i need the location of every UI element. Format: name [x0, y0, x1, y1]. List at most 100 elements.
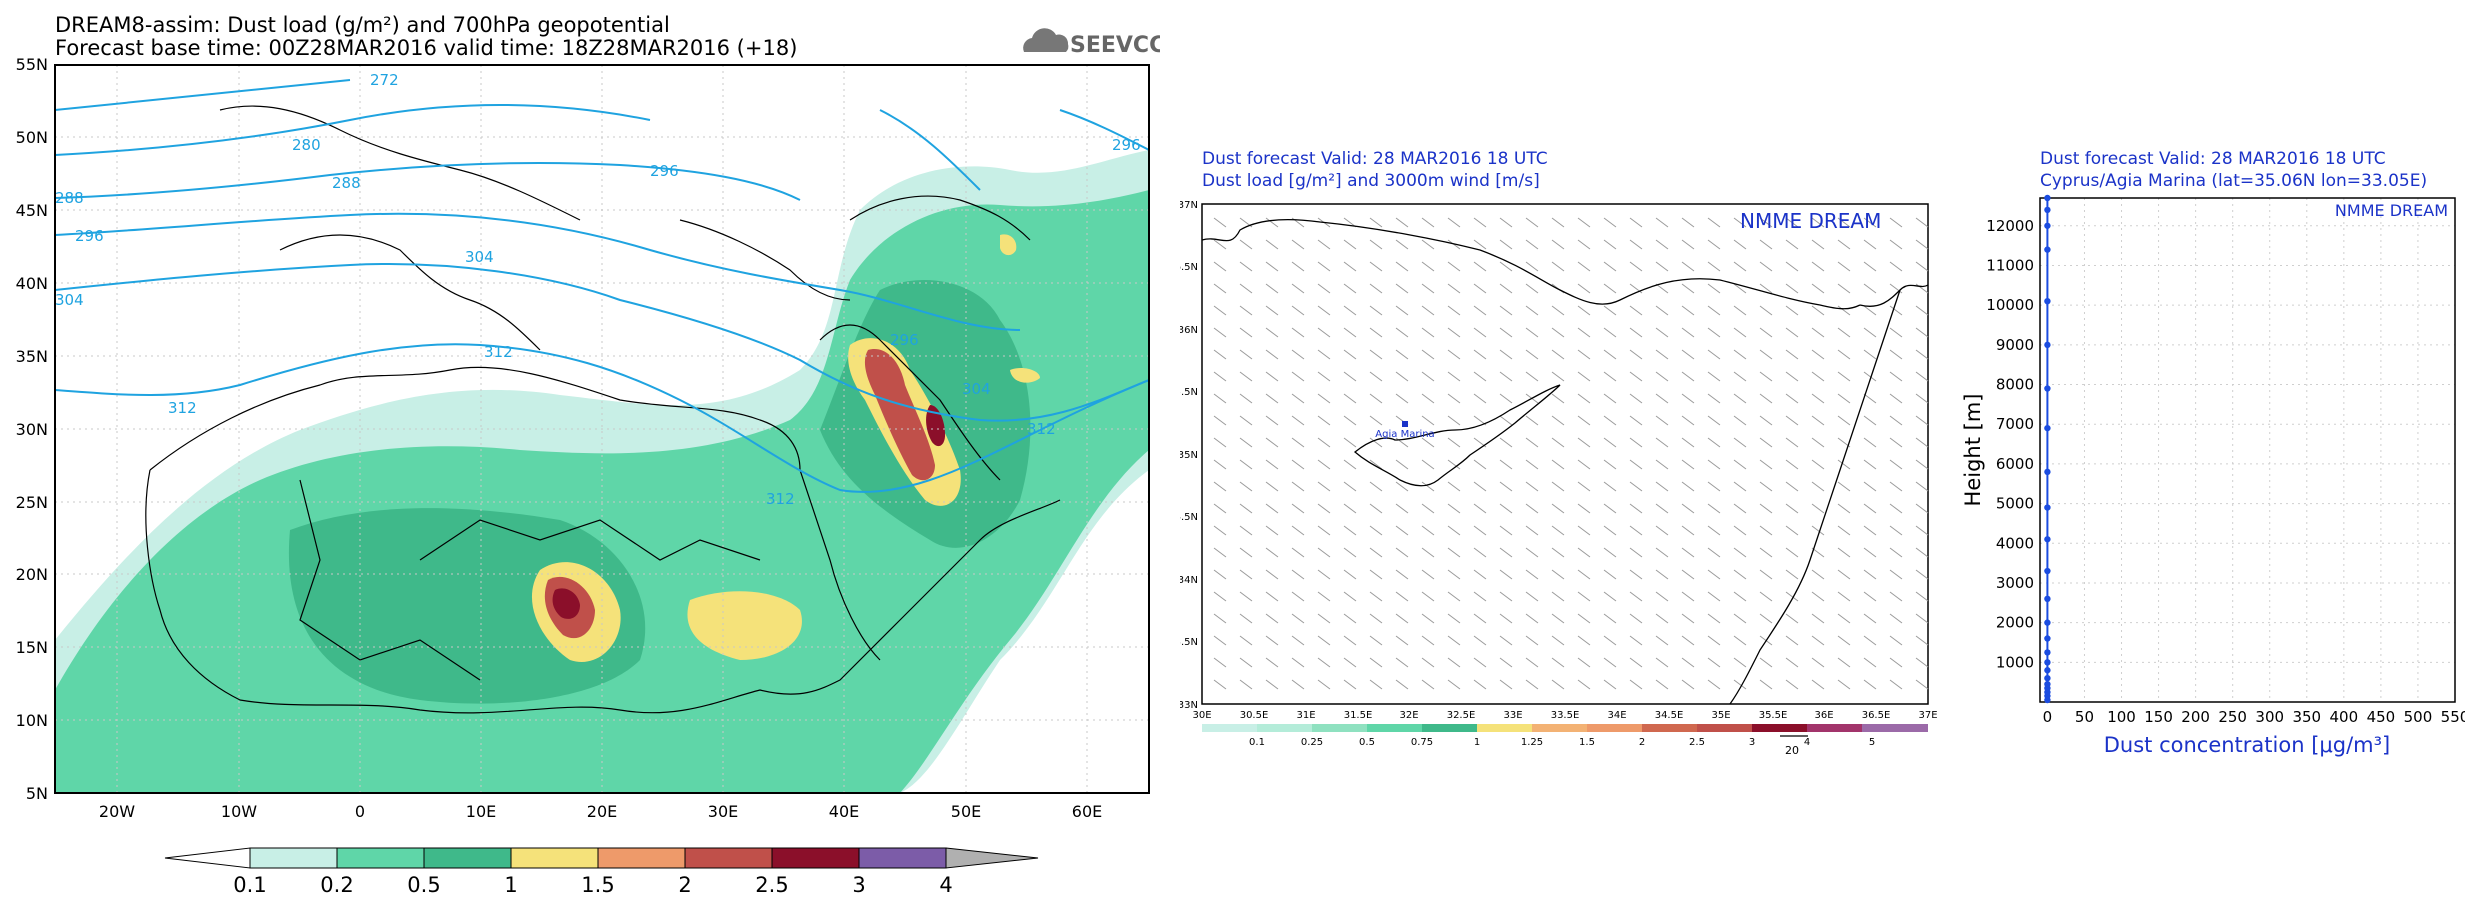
wind-vector: [1863, 503, 1877, 514]
cyprus-wind-map: Dust forecast Valid: 28 MAR2016 18 UTC D…: [1168, 149, 1937, 757]
wind-vector: [1499, 217, 1513, 228]
wind-vector: [1733, 547, 1747, 558]
wind-vector: [1525, 613, 1539, 624]
colorbar-label: 3: [1749, 737, 1755, 748]
wind-vector: [1239, 305, 1253, 316]
wind-vector: [1707, 415, 1721, 426]
colorbar-segment: [858, 847, 947, 869]
wind-vector: [1629, 239, 1643, 250]
wind-vector: [1343, 415, 1357, 426]
wind-vector: [1473, 283, 1487, 294]
wind-vector: [1655, 503, 1669, 514]
wind-vector: [1915, 437, 1929, 448]
profile-point: [2044, 297, 2051, 305]
wind-vector: [1265, 415, 1279, 426]
wind-vector: [1369, 239, 1383, 250]
wind-vector: [1733, 393, 1747, 404]
wind-vector: [1343, 569, 1357, 580]
wind-vector: [1811, 459, 1825, 470]
wind-vector: [1655, 591, 1669, 602]
wind-vector: [1447, 635, 1461, 646]
wind-vector: [1421, 239, 1435, 250]
wind-vector: [1915, 657, 1929, 668]
wind-vector: [1421, 679, 1435, 690]
wind-vector: [1759, 349, 1773, 360]
wind-vector: [1395, 393, 1409, 404]
wind-vector: [1551, 503, 1565, 514]
wind-vector: [1343, 283, 1357, 294]
colorbar-label: 2.5: [1689, 737, 1705, 748]
lat-label: 10N: [16, 711, 48, 730]
wind-vector: [1395, 591, 1409, 602]
wind-vector: [1499, 393, 1513, 404]
wind-vector: [1265, 371, 1279, 382]
wind-vector: [1733, 525, 1747, 536]
contour-label: 312: [766, 490, 795, 508]
wind-vector: [1473, 349, 1487, 360]
lon-label: 30.5E: [1240, 710, 1269, 721]
wind-vector: [1577, 393, 1591, 404]
wind-vector: [1707, 239, 1721, 250]
wind-vector: [1915, 217, 1929, 228]
lon-label: 34E: [1607, 710, 1626, 721]
wind-vector: [1525, 503, 1539, 514]
wind-vector: [1863, 327, 1877, 338]
wind-vector: [1785, 591, 1799, 602]
wind-vector: [1343, 349, 1357, 360]
wind-vector: [1733, 503, 1747, 514]
wind-vector: [1265, 459, 1279, 470]
wind-vector: [1811, 437, 1825, 448]
lat-label: 34N: [1180, 575, 1198, 586]
wind-vector: [1759, 591, 1773, 602]
wind-vector: [1629, 481, 1643, 492]
wind-vector: [1421, 349, 1435, 360]
contour-label: 288: [332, 174, 361, 192]
wind-vector: [1525, 569, 1539, 580]
wind-vector: [1629, 613, 1643, 624]
wind-vector: [1551, 525, 1565, 536]
wind-vector: [1499, 481, 1513, 492]
wind-vector: [1317, 503, 1331, 514]
wind-vector: [1551, 349, 1565, 360]
colorbar-segment: [336, 847, 425, 869]
wind-vector: [1655, 679, 1669, 690]
wind-vector: [1369, 635, 1383, 646]
profile-point: [2044, 194, 2051, 202]
site-label: Agia Marina: [1375, 429, 1434, 440]
wind-vector: [1889, 547, 1903, 558]
wind-vector: [1681, 481, 1695, 492]
wind-vector: [1811, 349, 1825, 360]
wind-vector: [1369, 657, 1383, 668]
wind-vector: [1707, 283, 1721, 294]
colorbar-label: 0.1: [1249, 737, 1265, 748]
wind-vector: [1837, 503, 1851, 514]
wind-vector: [1629, 327, 1643, 338]
wind-vector: [1863, 547, 1877, 558]
wind-vector: [1239, 657, 1253, 668]
wind-vector: [1811, 503, 1825, 514]
lon-label: 31.5E: [1344, 710, 1373, 721]
wind-vector: [1421, 503, 1435, 514]
wind-vector: [1629, 657, 1643, 668]
wind-vector: [1837, 371, 1851, 382]
profile-point: [2044, 206, 2051, 214]
lon-label: 30E: [1192, 710, 1211, 721]
wind-vector: [1551, 569, 1565, 580]
wind-vector: [1915, 569, 1929, 580]
wind-vector: [1837, 283, 1851, 294]
wind-vector: [1863, 591, 1877, 602]
lat-label: 45N: [16, 201, 48, 220]
colorbar-segment: [597, 847, 686, 869]
wind-vector: [1915, 261, 1929, 272]
wind-vector: [1447, 679, 1461, 690]
wind-vector: [1239, 239, 1253, 250]
colorbar-label: 1.5: [581, 873, 614, 897]
wind-vector: [1421, 437, 1435, 448]
wind-vector: [1733, 635, 1747, 646]
wind-vector: [1473, 569, 1487, 580]
wind-vector: [1421, 635, 1435, 646]
lon-label: 32E: [1399, 710, 1418, 721]
wind-vector: [1889, 327, 1903, 338]
wind-vector: [1369, 415, 1383, 426]
wind-vector: [1655, 525, 1669, 536]
